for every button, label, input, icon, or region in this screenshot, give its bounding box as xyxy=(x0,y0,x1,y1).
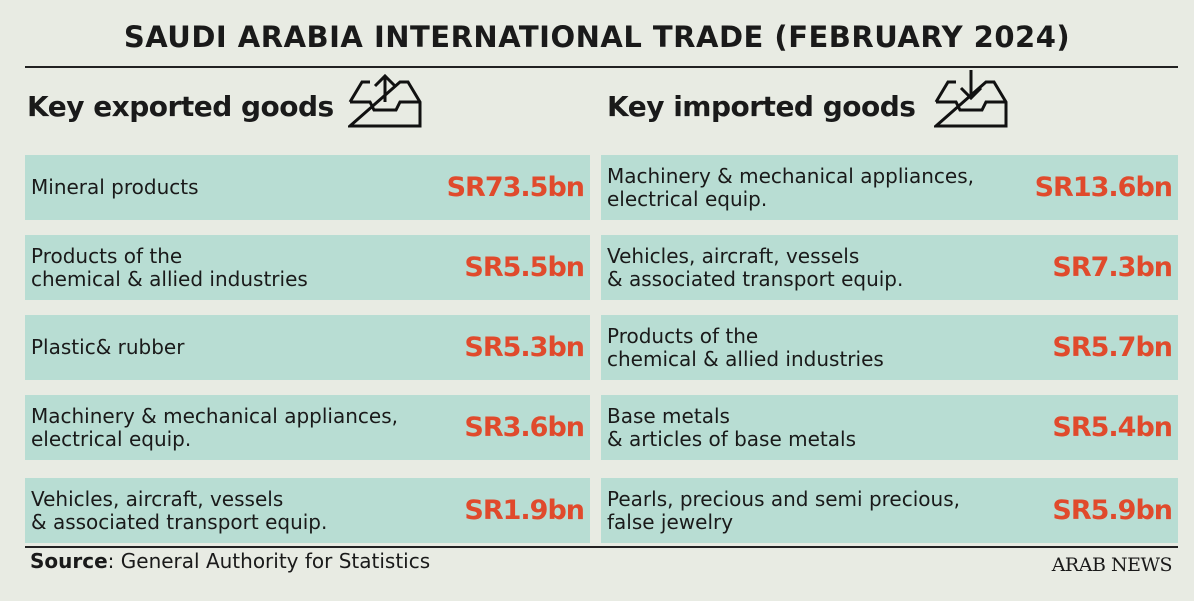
label-line: Base metals xyxy=(607,403,730,428)
item-label: Machinery & mechanical appliances, electr… xyxy=(31,403,398,451)
item-value: SR5.4bn xyxy=(1052,412,1173,443)
rule xyxy=(25,546,1178,548)
label-line: & articles of base metals xyxy=(607,426,856,451)
item-row: Vehicles, aircraft, vessels & associated … xyxy=(601,235,1178,300)
export-icon xyxy=(348,73,422,128)
label-line: Machinery & mechanical appliances, xyxy=(607,163,974,188)
label-line: Mineral products xyxy=(31,175,199,199)
label-line: Products of the xyxy=(31,243,183,268)
item-label: Mineral products xyxy=(31,176,199,199)
label-line: false jewelry xyxy=(607,509,734,534)
item-value: SR5.7bn xyxy=(1052,332,1173,363)
label-line: chemical & allied industries xyxy=(31,266,308,291)
label-line: Pearls, precious and semi precious, xyxy=(607,486,960,511)
item-row: Pearls, precious and semi precious, false… xyxy=(601,478,1178,543)
item-row: Base metals & articles of base metals SR5.… xyxy=(601,395,1178,460)
item-label: Products of the chemical & allied industr… xyxy=(607,323,884,371)
item-value: SR1.9bn xyxy=(464,495,585,526)
item-value: SR73.5bn xyxy=(446,172,585,203)
label-line: Vehicles, aircraft, vessels xyxy=(607,243,860,268)
title: SAUDI ARABIA INTERNATIONAL TRADE (FEBRUA… xyxy=(123,20,1071,54)
label-line: electrical equip. xyxy=(607,186,768,211)
item-row: Products of the chemical & allied industr… xyxy=(25,235,590,300)
heading: Key imported goods xyxy=(607,90,916,123)
item-label: Vehicles, aircraft, vessels & associated … xyxy=(607,243,904,291)
source-label: Source xyxy=(30,549,108,573)
heading: Key exported goods xyxy=(27,90,334,123)
source: Source: General Authority for Statistics xyxy=(30,549,430,573)
import-icon xyxy=(934,70,1008,128)
label-line: Plastic& rubber xyxy=(31,335,185,359)
item-value: SR5.5bn xyxy=(464,252,585,283)
item-label: Base metals & articles of base metals xyxy=(607,403,856,451)
item-label: Pearls, precious and semi precious, false… xyxy=(607,486,960,534)
label-line: chemical & allied industries xyxy=(607,346,884,371)
item-row: Mineral products SR73.5bn xyxy=(25,155,590,220)
item-row: Plastic& rubber SR5.3bn xyxy=(25,315,590,380)
label-line: Vehicles, aircraft, vessels xyxy=(31,486,284,511)
item-label: Vehicles, aircraft, vessels & associated … xyxy=(31,486,328,534)
item-value: SR7.3bn xyxy=(1052,252,1173,283)
item-label: Machinery & mechanical appliances, electr… xyxy=(607,163,974,211)
item-label: Products of the chemical & allied industr… xyxy=(31,243,308,291)
source-text: : General Authority for Statistics xyxy=(107,549,431,573)
label-line: electrical equip. xyxy=(31,426,192,451)
item-row: Products of the chemical & allied industr… xyxy=(601,315,1178,380)
label-line: & associated transport equip. xyxy=(607,266,904,291)
label-line: Products of the xyxy=(607,323,759,348)
item-row: Vehicles, aircraft, vessels & associated … xyxy=(25,478,590,543)
item-value: SR13.6bn xyxy=(1034,172,1173,203)
item-value: SR5.3bn xyxy=(464,332,585,363)
label-line: Machinery & mechanical appliances, xyxy=(31,403,398,428)
rule xyxy=(25,66,1178,68)
item-value: SR5.9bn xyxy=(1052,495,1173,526)
item-value: SR3.6bn xyxy=(464,412,585,443)
item-label: Plastic& rubber xyxy=(31,336,184,359)
item-row: Machinery & mechanical appliances, electr… xyxy=(25,395,590,460)
label-line: & associated transport equip. xyxy=(31,509,328,534)
brand: ARAB NEWS xyxy=(1051,554,1173,576)
item-row: Machinery & mechanical appliances, electr… xyxy=(601,155,1178,220)
